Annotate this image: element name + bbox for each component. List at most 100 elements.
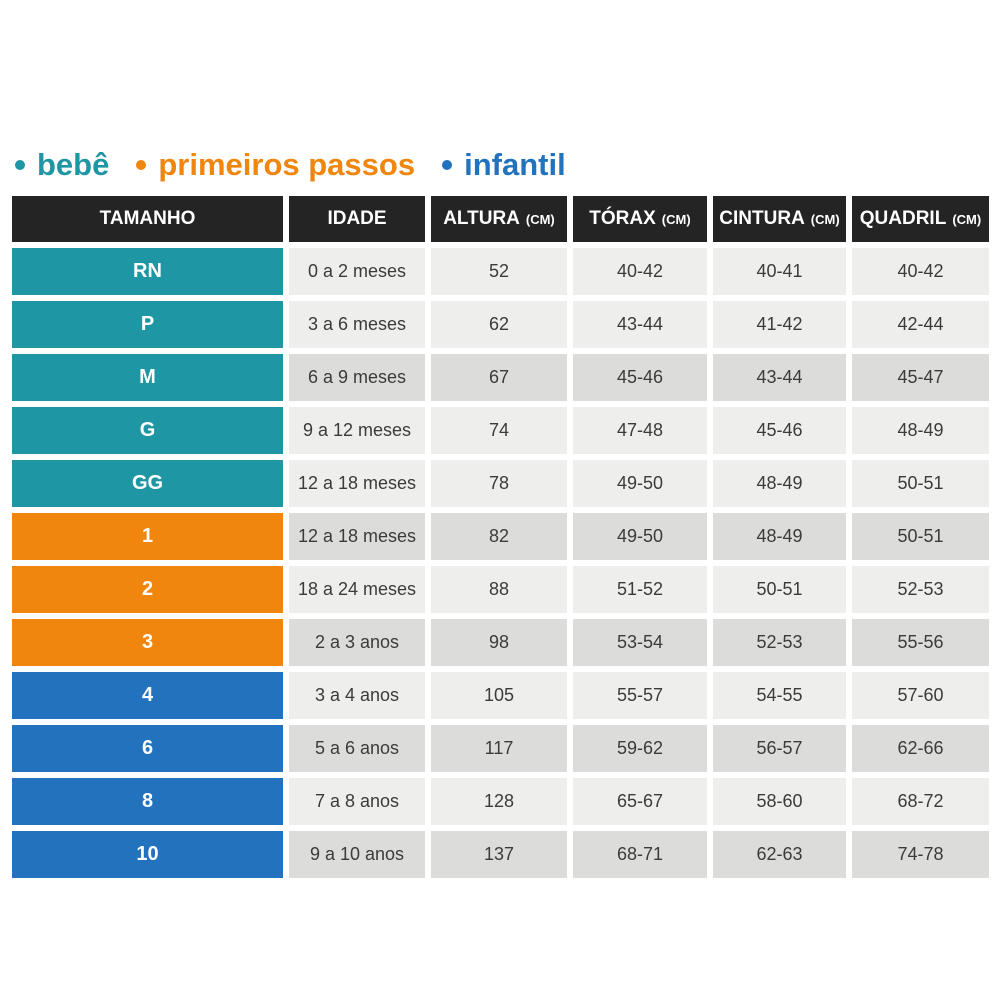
idade-cell: 6 a 9 meses [289,354,425,401]
torax-cell: 43-44 [573,301,707,348]
quadril-cell: 74-78 [852,831,989,878]
torax-cell: 68-71 [573,831,707,878]
quadril-cell: 55-56 [852,619,989,666]
legend-label-primeiros-passos: primeiros passos [158,147,416,182]
idade-cell: 2 a 3 anos [289,619,425,666]
size-cell: 4 [12,672,283,719]
legend-label-bebe: bebê [37,147,110,182]
cintura-cell: 58-60 [713,778,846,825]
altura-cell: 52 [431,248,567,295]
column-header-tamanho: TAMANHO [12,196,283,242]
size-cell: RN [12,248,283,295]
legend: bebê primeiros passos infantil [15,144,566,186]
column-header-quadril: QUADRIL (CM) [852,196,989,242]
idade-cell: 3 a 6 meses [289,301,425,348]
idade-cell: 7 a 8 anos [289,778,425,825]
cintura-cell: 48-49 [713,460,846,507]
idade-cell: 9 a 12 meses [289,407,425,454]
size-cell: 10 [12,831,283,878]
idade-cell: 5 a 6 anos [289,725,425,772]
column-header-label: CINTURA [719,208,805,229]
altura-cell: 62 [431,301,567,348]
column-header-unit: (CM) [952,211,982,227]
cintura-cell: 41-42 [713,301,846,348]
column-header-label: QUADRIL [859,208,947,229]
torax-cell: 45-46 [573,354,707,401]
column-header-idade: IDADE [289,196,425,242]
column-header-label: TAMANHO [99,208,196,229]
column-header-unit: (CM) [661,211,691,227]
torax-cell: 59-62 [573,725,707,772]
size-cell: 3 [12,619,283,666]
altura-cell: 137 [431,831,567,878]
size-cell: G [12,407,283,454]
quadril-cell: 52-53 [852,566,989,613]
torax-cell: 47-48 [573,407,707,454]
bullet-dot-icon [15,160,25,170]
cintura-cell: 43-44 [713,354,846,401]
size-cell: 1 [12,513,283,560]
size-cell: 8 [12,778,283,825]
legend-label-infantil: infantil [464,147,566,182]
cintura-cell: 56-57 [713,725,846,772]
torax-cell: 53-54 [573,619,707,666]
legend-item-bebe: bebê [15,144,109,186]
quadril-cell: 57-60 [852,672,989,719]
altura-cell: 128 [431,778,567,825]
size-cell: M [12,354,283,401]
cintura-cell: 48-49 [713,513,846,560]
column-header-unit: (CM) [525,211,555,227]
cintura-cell: 50-51 [713,566,846,613]
torax-cell: 55-57 [573,672,707,719]
altura-cell: 105 [431,672,567,719]
quadril-cell: 62-66 [852,725,989,772]
idade-cell: 0 a 2 meses [289,248,425,295]
cintura-cell: 40-41 [713,248,846,295]
torax-cell: 40-42 [573,248,707,295]
size-cell: 2 [12,566,283,613]
altura-cell: 117 [431,725,567,772]
cintura-cell: 62-63 [713,831,846,878]
size-cell: GG [12,460,283,507]
torax-cell: 49-50 [573,460,707,507]
altura-cell: 88 [431,566,567,613]
quadril-cell: 42-44 [852,301,989,348]
idade-cell: 12 a 18 meses [289,460,425,507]
altura-cell: 78 [431,460,567,507]
legend-item-infantil: infantil [442,144,566,186]
quadril-cell: 48-49 [852,407,989,454]
quadril-cell: 68-72 [852,778,989,825]
altura-cell: 82 [431,513,567,560]
quadril-cell: 50-51 [852,460,989,507]
idade-cell: 3 a 4 anos [289,672,425,719]
idade-cell: 12 a 18 meses [289,513,425,560]
cintura-cell: 52-53 [713,619,846,666]
idade-cell: 9 a 10 anos [289,831,425,878]
column-header-cintura: CINTURA (CM) [713,196,846,242]
torax-cell: 49-50 [573,513,707,560]
size-cell: 6 [12,725,283,772]
column-header-altura: ALTURA (CM) [431,196,567,242]
column-header-label: IDADE [327,208,387,229]
quadril-cell: 45-47 [852,354,989,401]
size-table: TAMANHO IDADE ALTURA (CM) TÓRAX (CM) CIN… [12,196,989,878]
column-header-label: TÓRAX [589,208,656,229]
legend-item-primeiros-passos: primeiros passos [136,144,415,186]
column-header-label: ALTURA [443,208,520,229]
altura-cell: 74 [431,407,567,454]
bullet-dot-icon [136,160,147,170]
torax-cell: 51-52 [573,566,707,613]
column-header-torax: TÓRAX (CM) [573,196,707,242]
cintura-cell: 45-46 [713,407,846,454]
torax-cell: 65-67 [573,778,707,825]
bullet-dot-icon [442,160,453,170]
altura-cell: 67 [431,354,567,401]
altura-cell: 98 [431,619,567,666]
cintura-cell: 54-55 [713,672,846,719]
column-header-unit: (CM) [810,211,840,227]
quadril-cell: 50-51 [852,513,989,560]
idade-cell: 18 a 24 meses [289,566,425,613]
quadril-cell: 40-42 [852,248,989,295]
size-cell: P [12,301,283,348]
